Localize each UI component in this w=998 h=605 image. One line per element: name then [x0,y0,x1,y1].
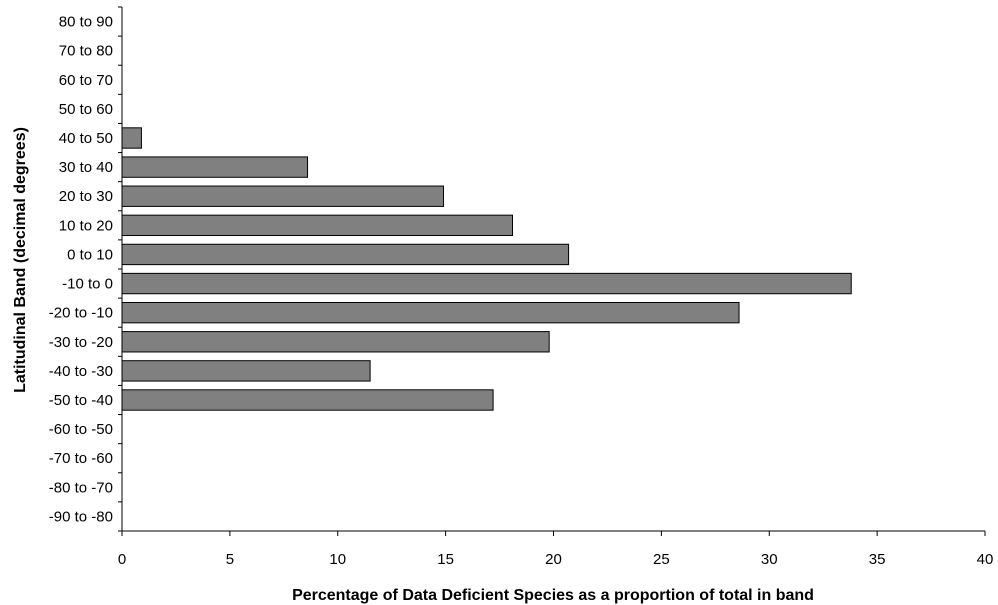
y-tick-label: -70 to -60 [49,450,113,467]
bars-group [121,127,852,411]
y-tick-label: 70 to 80 [59,43,113,60]
y-tick-label: -50 to -40 [49,392,113,409]
bar [121,272,852,295]
bar [121,127,142,149]
bar [121,360,371,382]
x-tick-label: 30 [761,551,778,568]
y-tick-label: -80 to -70 [49,479,113,496]
y-tick-label: -40 to -30 [49,363,113,380]
y-axis-title: Latitudinal Band (decimal degrees) [12,127,29,393]
x-tick-label: 35 [869,551,886,568]
x-tick-label: 20 [545,551,562,568]
x-ticks-group: 0 5 10 15 20 25 30 35 40 [118,531,994,568]
y-tick-label: 80 to 90 [59,14,113,31]
y-tick-label: 10 to 20 [59,217,113,234]
y-tick-label: 50 to 60 [59,101,113,118]
x-tick-label: 5 [226,551,234,568]
y-tick-label: -60 to -50 [49,421,113,438]
y-tick-label: 40 to 50 [59,130,113,147]
bar [121,156,309,178]
y-tick-label: -20 to -10 [49,305,113,322]
x-tick-label: 25 [653,551,670,568]
x-tick-label: 40 [977,551,994,568]
bar [121,185,444,207]
bar [121,214,514,237]
y-tick-label: 20 to 30 [59,188,113,205]
y-tick-label: 60 to 70 [59,72,113,89]
bar [121,243,570,266]
x-axis-title: Percentage of Data Deficient Species as … [292,587,814,604]
x-tick-label: 10 [329,551,346,568]
y-tick-label: 30 to 40 [59,159,113,176]
y-tick-label: 0 to 10 [67,246,113,263]
y-tick-label: -30 to -20 [49,334,113,351]
x-tick-label: 15 [437,551,454,568]
y-ticks-group: 80 to 90 70 to 80 60 to 70 50 to 60 40 to 50… [49,6,122,532]
x-tick-label: 0 [118,551,126,568]
y-tick-label: -10 to 0 [62,276,113,293]
y-tick-label: -90 to -80 [49,508,113,525]
bar [121,331,550,353]
bar [121,301,740,324]
bar [121,389,494,411]
